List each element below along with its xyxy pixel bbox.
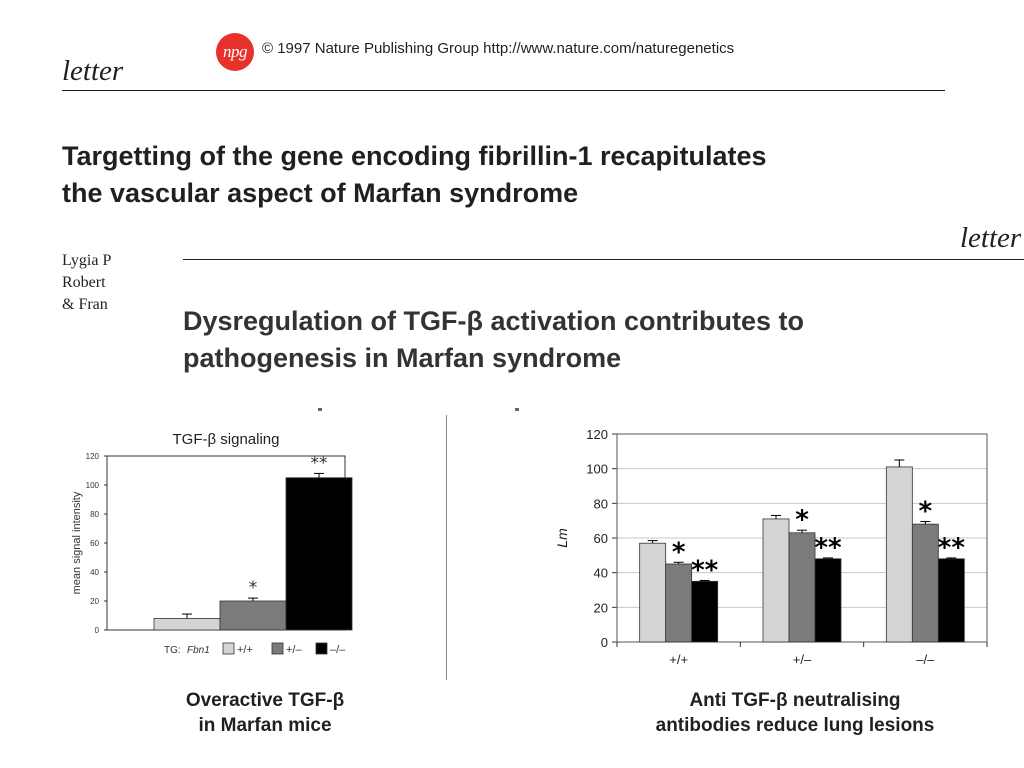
significance-marker: *	[249, 578, 258, 598]
paper-2-title-line-2: pathogenesis in Marfan syndrome	[183, 343, 622, 373]
author-line: Robert	[62, 274, 106, 291]
y-tick-label: 100	[86, 481, 100, 490]
npg-logo: npg	[216, 33, 254, 71]
paper-2-title: Dysregulation of TGF-β activation contri…	[183, 303, 1023, 377]
legend-gene: Fbn1	[187, 645, 210, 656]
significance-marker: *	[672, 537, 686, 567]
significance-marker: *	[795, 505, 809, 535]
y-tick-label: 20	[594, 600, 608, 615]
y-tick-label: 0	[95, 626, 100, 635]
chart-title: TGF-β signaling	[173, 431, 280, 448]
x-tick-label: +/+	[669, 652, 688, 667]
section-label-2: letter	[960, 222, 1022, 254]
significance-marker: **	[691, 555, 719, 585]
tgf-beta-signaling-chart: TGF-β signaling 0 20 40 60 80 100 120 mean signa…	[71, 431, 353, 656]
author-line: Lygia P	[62, 252, 112, 269]
figure-divider	[446, 415, 447, 680]
bar	[219, 600, 287, 631]
paper-2-rule	[183, 259, 1024, 260]
legend-label: +/+	[237, 644, 253, 656]
x-tick-label: –/–	[916, 652, 935, 667]
legend-swatch	[271, 642, 284, 655]
caption-left-line-2: in Marfan mice	[198, 715, 332, 736]
bar	[665, 563, 693, 643]
bar	[885, 466, 913, 643]
text-fragment	[318, 408, 322, 411]
legend-label: +/–	[286, 644, 302, 656]
y-axis-label: Lm	[554, 528, 570, 548]
paper-2-title-line-1: Dysregulation of TGF-β activation contri…	[183, 306, 805, 336]
bar	[691, 580, 719, 643]
bar	[762, 518, 790, 643]
paper-1-title-line-1: Targetting of the gene encoding fibrilli…	[62, 141, 767, 171]
paper-1-title: Targetting of the gene encoding fibrilli…	[62, 138, 962, 212]
bar	[814, 558, 842, 643]
y-tick-label: 60	[90, 539, 99, 548]
caption-left-line-1: Overactive TGF-β	[185, 690, 345, 711]
text-fragment	[515, 408, 519, 411]
bar	[911, 523, 939, 643]
legend-label: –/–	[330, 644, 346, 656]
y-tick-label: 100	[586, 462, 608, 477]
y-tick-label: 20	[90, 597, 99, 606]
x-tick-label: +/–	[793, 652, 812, 667]
y-tick-label: 120	[86, 452, 100, 461]
caption-left: Overactive TGF-β in Marfan mice	[115, 688, 415, 738]
y-tick-label: 40	[90, 568, 99, 577]
section-label: letter	[62, 55, 124, 87]
y-axis-label: mean signal intensity	[71, 491, 83, 594]
y-tick-label: 40	[594, 566, 608, 581]
caption-right-line-1: Anti TGF-β neutralising	[689, 690, 901, 711]
significance-marker: *	[919, 497, 933, 527]
legend-swatch	[315, 642, 328, 655]
y-tick-label: 80	[90, 510, 99, 519]
bar	[788, 532, 816, 643]
paper-1-authors: Lygia P Robert & Fran	[62, 250, 120, 316]
legend-swatch	[222, 642, 235, 655]
bar	[285, 477, 353, 631]
caption-right-line-2: antibodies reduce lung lesions	[655, 715, 935, 736]
author-line: & Fran	[62, 296, 108, 313]
y-tick-label: 0	[601, 635, 608, 650]
significance-marker: **	[814, 533, 842, 563]
y-tick-label: 60	[594, 531, 608, 546]
significance-marker: **	[311, 453, 328, 473]
header-rule	[62, 90, 945, 91]
legend-prefix: TG:	[164, 645, 181, 656]
bar	[153, 617, 221, 631]
y-tick-label: 120	[586, 427, 608, 442]
paper-1-title-line-2: the vascular aspect of Marfan syndrome	[62, 178, 579, 208]
bar	[639, 542, 667, 643]
bar	[937, 558, 965, 643]
copyright-notice: © 1997 Nature Publishing Group http://ww…	[262, 40, 735, 57]
caption-right: Anti TGF-β neutralising antibodies reduc…	[605, 688, 985, 738]
y-tick-label: 80	[594, 496, 608, 511]
significance-marker: **	[938, 533, 966, 563]
